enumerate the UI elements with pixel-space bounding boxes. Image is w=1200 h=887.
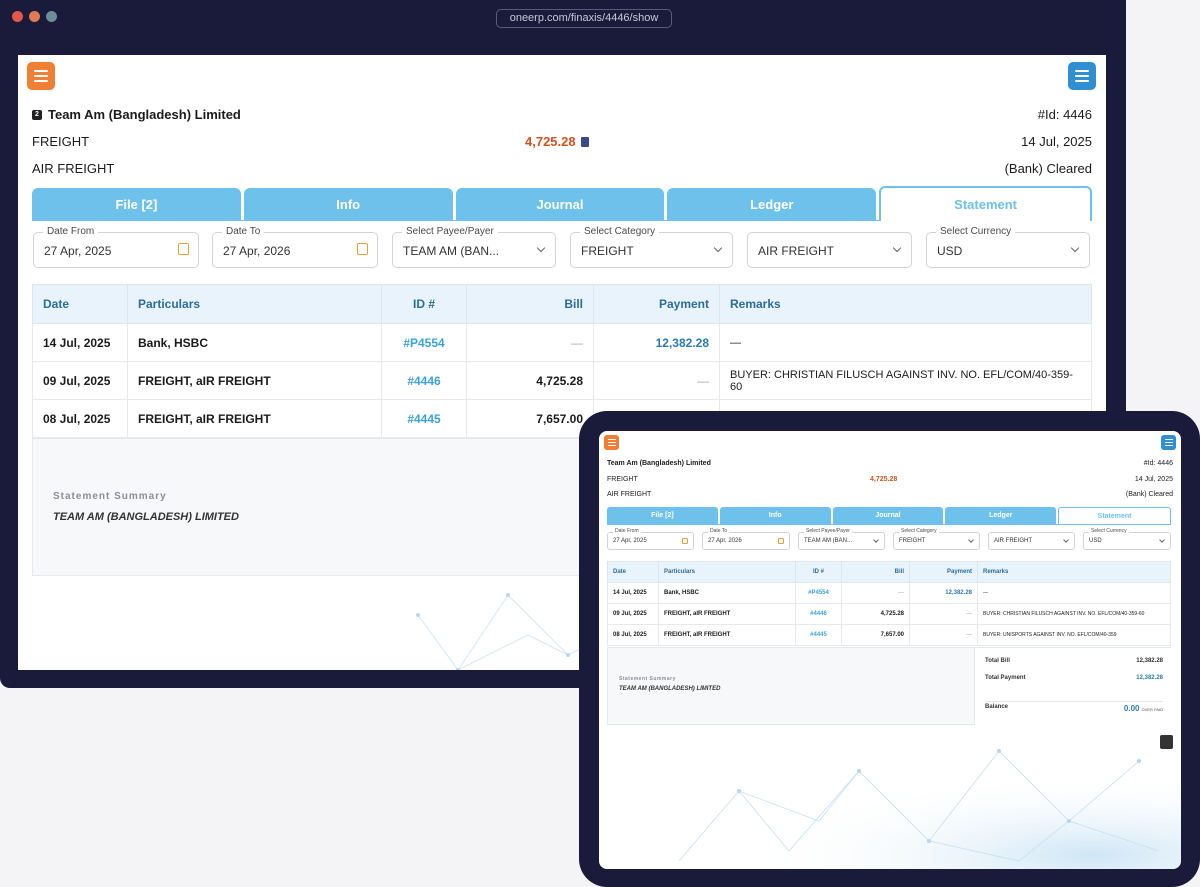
- record-id: #Id: 4446: [1037, 107, 1092, 122]
- date-from-field[interactable]: Date From 27 Apr, 2025: [607, 528, 694, 550]
- id-link[interactable]: #4445: [795, 624, 842, 646]
- tab-journal[interactable]: Journal: [455, 188, 665, 220]
- chevron-down-icon: [713, 243, 723, 253]
- tab-info[interactable]: Info: [243, 188, 453, 220]
- chevron-down-icon: [1063, 537, 1069, 543]
- currency-select[interactable]: Select Currency USD: [1083, 528, 1171, 550]
- col-id[interactable]: ID #: [381, 284, 467, 324]
- status-label: (Bank) Cleared: [1125, 491, 1173, 498]
- amount-value: 4,725.28: [870, 476, 898, 483]
- summary-title: Statement Summary: [53, 491, 167, 502]
- subcategory-label: AIR FREIGHT: [607, 491, 652, 498]
- status-label: (Bank) Cleared: [1004, 161, 1092, 176]
- tab-ledger[interactable]: Ledger: [945, 507, 1057, 524]
- chevron-down-icon: [1070, 243, 1080, 253]
- tab-ledger[interactable]: Ledger: [667, 188, 877, 220]
- tablet-screen: Team Am (Bangladesh) Limited #Id: 4446 F…: [599, 431, 1181, 869]
- payee-select[interactable]: Select Payee/Payer TEAM AM (BAN...: [798, 528, 885, 550]
- pin-icon: 2: [32, 109, 42, 120]
- subcategory-label: AIR FREIGHT: [32, 161, 115, 176]
- summary-name: TEAM AM (BANGLADESH) LIMITED: [53, 511, 239, 523]
- calendar-icon[interactable]: [357, 243, 368, 255]
- table-header-row: Date Particulars ID # Bill Payment Remar…: [607, 561, 1171, 583]
- summary-title: Statement Summary: [619, 676, 676, 682]
- maximize-dot-icon[interactable]: [46, 11, 57, 22]
- payee-select[interactable]: Select Payee/Payer TEAM AM (BAN...: [392, 226, 556, 268]
- calendar-icon[interactable]: [178, 243, 189, 255]
- statement-table: Date Particulars ID # Bill Payment Remar…: [607, 561, 1171, 646]
- id-link[interactable]: #4445: [381, 399, 467, 438]
- table-row: 09 Jul, 2025 FREIGHT, aIR FREIGHT #4446 …: [607, 603, 1171, 625]
- subcategory-select[interactable]: AIR FREIGHT: [988, 532, 1075, 550]
- statement-table: Date Particulars ID # Bill Payment Remar…: [32, 284, 1092, 438]
- col-remarks[interactable]: Remarks: [719, 284, 1092, 324]
- tab-statement[interactable]: Statement: [1058, 507, 1171, 524]
- list-menu-icon[interactable]: [27, 62, 55, 90]
- category-select[interactable]: Select Category FREIGHT: [893, 528, 980, 550]
- summary-name: TEAM AM (BANGLADESH) LIMITED: [619, 686, 721, 692]
- company-name: Team Am (Bangladesh) Limited: [607, 460, 711, 467]
- close-dot-icon[interactable]: [12, 11, 23, 22]
- window-controls: [12, 11, 57, 22]
- network-background: [599, 731, 1181, 869]
- currency-select[interactable]: Select Currency USD: [926, 226, 1090, 268]
- id-link[interactable]: #4446: [381, 361, 467, 400]
- statement-summary: Statement Summary TEAM AM (BANGLADESH) L…: [607, 647, 1171, 725]
- list-menu-icon[interactable]: [604, 435, 619, 450]
- record-date: 14 Jul, 2025: [1134, 476, 1173, 483]
- date-to-field[interactable]: Date To 27 Apr, 2026: [212, 226, 378, 268]
- record-id: #Id: 4446: [1143, 460, 1173, 467]
- tablet-device: Team Am (Bangladesh) Limited #Id: 4446 F…: [579, 411, 1200, 887]
- col-particulars[interactable]: Particulars: [127, 284, 382, 324]
- id-link[interactable]: #P4554: [795, 582, 842, 604]
- totals-panel: Total Bill 12,382.28 Total Payment 12,38…: [974, 648, 1171, 725]
- hamburger-menu-icon[interactable]: [1068, 62, 1096, 90]
- minimize-dot-icon[interactable]: [29, 11, 40, 22]
- table-row: 14 Jul, 2025 Bank, HSBC #P4554 — 12,382.…: [32, 323, 1092, 362]
- table-row: 08 Jul, 2025 FREIGHT, aIR FREIGHT #4445 …: [607, 624, 1171, 646]
- chevron-down-icon: [968, 537, 974, 543]
- chevron-down-icon: [536, 243, 546, 253]
- company-title: 2 Team Am (Bangladesh) Limited: [32, 107, 241, 122]
- table-header-row: Date Particulars ID # Bill Payment Remar…: [32, 284, 1092, 324]
- tab-statement[interactable]: Statement: [879, 186, 1092, 221]
- calculator-icon[interactable]: [580, 136, 589, 147]
- col-bill[interactable]: Bill: [466, 284, 594, 324]
- tab-file[interactable]: File [2]: [32, 188, 241, 220]
- table-row: 14 Jul, 2025 Bank, HSBC #P4554 — 12,382.…: [607, 582, 1171, 604]
- chevron-down-icon: [1159, 537, 1165, 543]
- calendar-icon[interactable]: [682, 538, 688, 544]
- total-payment-row: Total Payment 12,382.28: [985, 675, 1163, 681]
- tab-bar: File [2] Info Journal Ledger Statement: [607, 507, 1171, 525]
- filter-bar: Date From 27 Apr, 2025 Date To 27 Apr, 2…: [33, 226, 1091, 268]
- calendar-icon[interactable]: [778, 538, 784, 544]
- category-label: FREIGHT: [32, 134, 90, 149]
- table-row: 09 Jul, 2025 FREIGHT, aIR FREIGHT #4446 …: [32, 361, 1092, 400]
- tab-bar: File [2] Info Journal Ledger Statement: [32, 186, 1092, 221]
- id-link[interactable]: #4446: [795, 603, 842, 625]
- chevron-down-icon: [873, 537, 879, 543]
- tab-journal[interactable]: Journal: [832, 507, 944, 524]
- date-from-field[interactable]: Date From 27 Apr, 2025: [33, 226, 199, 268]
- company-name: Team Am (Bangladesh) Limited: [48, 107, 241, 122]
- category-select[interactable]: Select Category FREIGHT: [570, 226, 733, 268]
- tab-info[interactable]: Info: [719, 507, 831, 524]
- address-bar[interactable]: oneerp.com/finaxis/4446/show: [496, 9, 672, 28]
- network-background: [416, 593, 759, 670]
- tab-file[interactable]: File [2]: [607, 507, 718, 524]
- chevron-down-icon: [892, 243, 902, 253]
- date-to-field[interactable]: Date To 27 Apr, 2026: [702, 528, 790, 550]
- balance-row: Balance 0.00 OVER PAID: [985, 701, 1163, 713]
- col-payment[interactable]: Payment: [593, 284, 720, 324]
- category-label: FREIGHT: [607, 476, 638, 483]
- subcategory-select[interactable]: AIR FREIGHT: [747, 232, 912, 268]
- hamburger-menu-icon[interactable]: [1161, 435, 1176, 450]
- amount-value: 4,725.28: [525, 134, 576, 149]
- total-bill-row: Total Bill 12,382.28: [985, 658, 1163, 664]
- record-date: 14 Jul, 2025: [1021, 134, 1092, 149]
- col-date[interactable]: Date: [32, 284, 128, 324]
- id-link[interactable]: #P4554: [381, 323, 467, 362]
- amount-display: 4,725.28: [525, 134, 589, 149]
